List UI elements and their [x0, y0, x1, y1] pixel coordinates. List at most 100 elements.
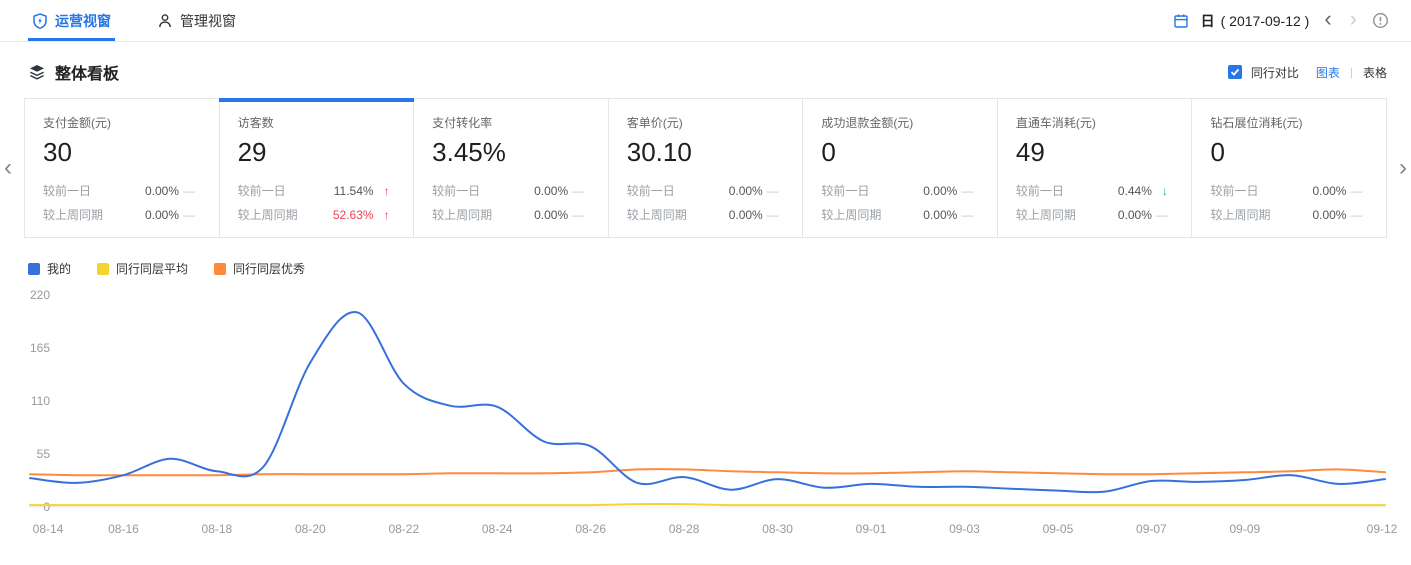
prev-date-button[interactable]: ‹: [1324, 6, 1332, 31]
compare-value: 0.44%: [1117, 183, 1152, 198]
metric-title: 成功退款金额(元): [821, 116, 914, 130]
x-tick-label: 08-16: [108, 522, 139, 536]
trend-flat-icon: —: [1350, 207, 1363, 222]
compare-label: 较前一日: [237, 184, 286, 198]
section-controls: 同行对比 图表 | 表格: [1227, 64, 1387, 81]
legend-item[interactable]: 同行同层优秀: [214, 260, 305, 277]
metric-compare-row: 较上周同期 52.63% ↑: [238, 206, 390, 223]
topbar: 运营视窗 管理视窗 日 ( 2017-09-12 ) ‹ ›: [0, 0, 1411, 42]
compare-value: 0.00%: [144, 207, 179, 222]
trend-down-icon: ↓: [1161, 183, 1168, 198]
metric-compare-rows: 较前一日 0.00% — 较上周同期 0.00% —: [821, 182, 979, 223]
metric-compare-rows: 较前一日 0.00% — 较上周同期 0.00% —: [627, 182, 785, 223]
info-icon[interactable]: [1372, 12, 1389, 29]
metric-value: 29: [237, 137, 267, 167]
compare-value: 0.00%: [923, 207, 958, 222]
next-date-button[interactable]: ›: [1349, 6, 1357, 31]
shield-icon: [33, 12, 47, 29]
x-tick-label: 09-09: [1229, 522, 1260, 536]
metric-compare-rows: 较前一日 0.44% ↓ 较上周同期 0.00% —: [1016, 182, 1174, 223]
cards-scroll-left-button[interactable]: ‹: [4, 154, 12, 181]
x-tick-label: 08-30: [762, 522, 793, 536]
view-table-link[interactable]: 表格: [1362, 65, 1387, 80]
compare-label: 较前一日: [43, 184, 92, 198]
compare-value: 0.00%: [534, 207, 569, 222]
peer-compare-label[interactable]: 同行对比: [1250, 65, 1299, 80]
compare-label: 较上周同期: [626, 208, 687, 222]
metric-compare-row: 较上周同期 0.00% —: [627, 206, 779, 223]
compare-label: 较上周同期: [237, 208, 298, 222]
tab-management-view[interactable]: 管理视窗: [153, 0, 240, 41]
metric-card[interactable]: 支付转化率 3.45% 较前一日 0.00% — 较上周同期 0.00% —: [414, 99, 609, 237]
x-tick-label: 08-22: [388, 522, 419, 536]
compare-label: 较上周同期: [1210, 208, 1271, 222]
compare-value: 11.54%: [333, 183, 374, 198]
trend-flat-icon: —: [1155, 207, 1168, 222]
y-tick-label: 110: [31, 394, 50, 408]
compare-label: 较前一日: [626, 184, 675, 198]
date-granularity[interactable]: 日: [1200, 12, 1215, 29]
metric-card[interactable]: 直通车消耗(元) 49 较前一日 0.44% ↓ 较上周同期 0.00% —: [998, 99, 1193, 237]
metric-compare-row: 较上周同期 0.00% —: [1016, 206, 1168, 223]
legend-swatch: [214, 262, 227, 275]
series-line-0: [29, 311, 1386, 494]
metric-compare-row: 较前一日 0.00% —: [43, 182, 195, 199]
trend-chart[interactable]: 0 55 110 165 220 08-14 08-16 08-18 08-20 08-22 08-…: [0, 283, 1411, 549]
compare-value: 0.00%: [1312, 183, 1347, 198]
trend-flat-icon: —: [766, 207, 779, 222]
compare-label: 较上周同期: [821, 208, 882, 222]
legend-item[interactable]: 同行同层平均: [97, 260, 188, 277]
series-line-1: [29, 502, 1386, 507]
metric-compare-row: 较上周同期 0.00% —: [43, 206, 195, 223]
x-tick-label: 08-24: [482, 522, 513, 536]
compare-value: 0.00%: [728, 183, 763, 198]
metric-title: 客单价(元): [626, 116, 683, 130]
date-range[interactable]: ( 2017-09-12 ): [1220, 12, 1310, 29]
legend-label: 同行同层优秀: [233, 262, 306, 276]
peer-compare-checkbox[interactable]: [1227, 65, 1242, 79]
tab-operation-view[interactable]: 运营视窗: [28, 0, 115, 41]
compare-value: 0.00%: [1117, 207, 1152, 222]
calendar-icon[interactable]: [1173, 13, 1189, 29]
metric-compare-rows: 较前一日 0.00% — 较上周同期 0.00% —: [43, 182, 201, 223]
metric-cards-section: ‹ 支付金额(元) 30 较前一日 0.00% — 较上周同期 0.00% — …: [4, 98, 1407, 238]
metric-card[interactable]: 成功退款金额(元) 0 较前一日 0.00% — 较上周同期 0.00% —: [803, 99, 998, 237]
page-title: 整体看板: [55, 66, 120, 83]
metric-card[interactable]: 钻石展位消耗(元) 0 较前一日 0.00% — 较上周同期 0.00% —: [1192, 99, 1386, 237]
layers-icon: [30, 65, 44, 80]
metric-compare-row: 较上周同期 0.00% —: [821, 206, 973, 223]
trend-up-icon: ↑: [383, 207, 390, 222]
tab-label: 运营视窗: [55, 12, 111, 29]
trend-flat-icon: —: [572, 183, 585, 198]
x-tick-label: 08-28: [669, 522, 700, 536]
metric-title: 支付转化率: [432, 116, 493, 130]
metric-card[interactable]: 支付金额(元) 30 较前一日 0.00% — 较上周同期 0.00% —: [25, 99, 220, 237]
metric-card[interactable]: 访客数 29 较前一日 11.54% ↑ 较上周同期 52.63% ↑: [218, 98, 415, 237]
x-tick-label: 09-05: [1043, 522, 1074, 536]
legend-label: 同行同层平均: [116, 262, 189, 276]
metric-title: 支付金额(元): [43, 116, 111, 130]
cards-scroll-right-button[interactable]: ›: [1399, 154, 1407, 181]
metric-cards: 支付金额(元) 30 较前一日 0.00% — 较上周同期 0.00% — 访客…: [24, 98, 1387, 238]
x-tick-label: 08-14: [33, 522, 64, 536]
compare-label: 较前一日: [432, 184, 481, 198]
view-chart-link[interactable]: 图表: [1315, 65, 1340, 80]
compare-value: 0.00%: [534, 183, 569, 198]
trend-flat-icon: —: [183, 207, 195, 222]
legend-item[interactable]: 我的: [28, 260, 71, 277]
compare-label: 较上周同期: [1015, 208, 1076, 222]
date-controls: 日 ( 2017-09-12 ) ‹ ›: [1173, 0, 1389, 41]
legend-label: 我的: [47, 262, 72, 276]
metric-compare-row: 较前一日 0.00% —: [432, 182, 584, 199]
metric-card[interactable]: 客单价(元) 30.10 较前一日 0.00% — 较上周同期 0.00% —: [609, 99, 804, 237]
compare-value: 0.00%: [923, 183, 958, 198]
compare-label: 较前一日: [821, 184, 870, 198]
main-tabs: 运营视窗 管理视窗: [28, 0, 240, 41]
x-tick-label: 08-20: [295, 522, 326, 536]
tab-label: 管理视窗: [180, 12, 236, 29]
trend-flat-icon: —: [183, 183, 195, 198]
y-tick-label: 55: [37, 447, 51, 461]
view-divider: |: [1349, 65, 1353, 79]
y-tick-label: 220: [30, 288, 50, 302]
compare-value: 0.00%: [144, 183, 179, 198]
